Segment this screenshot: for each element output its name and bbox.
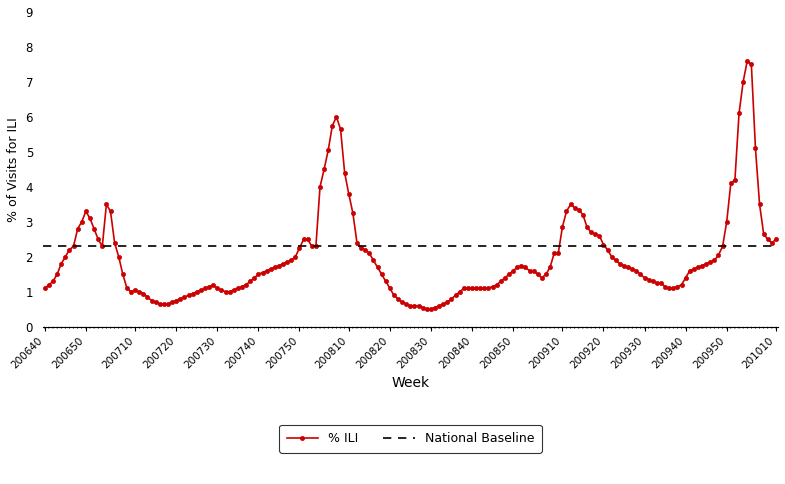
% ILI <box>40 286 49 291</box>
National Baseline <box>44 243 53 249</box>
% ILI <box>772 236 781 242</box>
Line: % ILI: % ILI <box>42 59 778 311</box>
% ILI <box>590 231 600 237</box>
National Baseline <box>40 243 49 249</box>
Y-axis label: % of Visits for ILI: % of Visits for ILI <box>7 117 20 222</box>
% ILI <box>171 298 181 303</box>
% ILI <box>250 275 259 281</box>
X-axis label: Week: Week <box>392 376 429 390</box>
Legend: % ILI, National Baseline: % ILI, National Baseline <box>279 425 542 453</box>
% ILI <box>360 247 370 253</box>
% ILI <box>743 58 752 64</box>
% ILI <box>422 306 432 312</box>
% ILI <box>102 201 111 207</box>
% ILI <box>110 240 119 246</box>
